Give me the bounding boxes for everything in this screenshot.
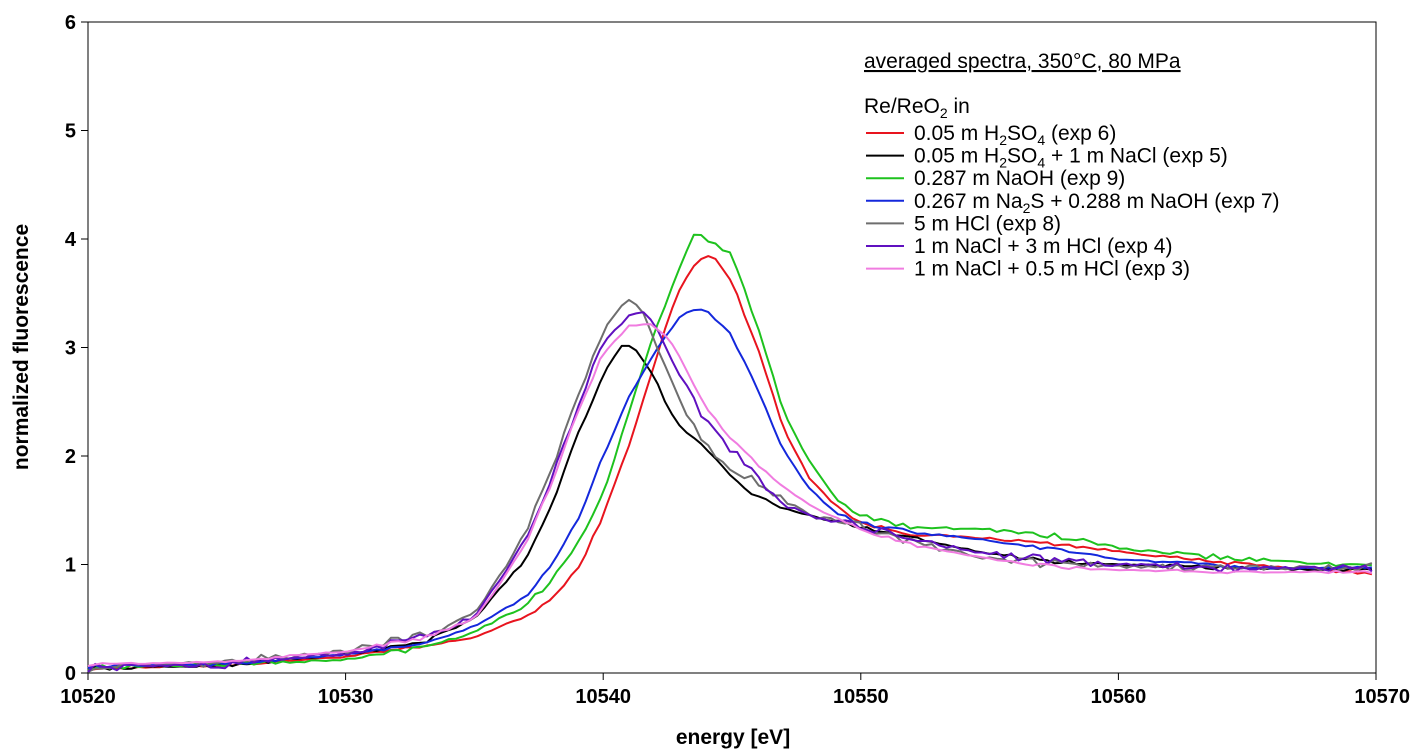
chart-annotation: averaged spectra, 350°C, 80 MPa [864, 50, 1181, 73]
legend-entry-label: 1 m NaCl + 3 m HCl (exp 4) [914, 235, 1172, 258]
y-tick-label: 5 [65, 121, 76, 143]
x-axis-title: energy [eV] [676, 726, 790, 749]
x-tick-label: 10570 [1354, 686, 1410, 708]
series-line [87, 323, 1373, 667]
legend-entry-label: 0.287 m NaOH (exp 9) [914, 167, 1125, 190]
axis-ticks: 10520 10530 10540 10550 10560 10570 0 1 2 3 4 5 6 [60, 12, 1410, 708]
y-tick-label: 6 [65, 12, 76, 34]
x-tick-label: 10540 [575, 686, 631, 708]
x-tick-label: 10560 [1091, 686, 1147, 708]
series-line [87, 311, 1373, 673]
x-tick-label: 10550 [833, 686, 889, 708]
series-lines [87, 233, 1373, 673]
legend: Re/ReO2 in0.05 m H2SO4 (exp 6)0.05 m H2S… [864, 95, 1280, 281]
y-tick-label: 3 [65, 338, 76, 360]
legend-entry-label: 0.05 m H2SO4 (exp 6) [914, 122, 1116, 148]
series-line [87, 308, 1372, 670]
y-tick-label: 4 [65, 229, 77, 251]
plot-frame [87, 21, 1377, 674]
series-line [87, 233, 1372, 672]
x-tick-label: 10530 [318, 686, 374, 708]
series-line [87, 344, 1373, 672]
y-tick-label: 2 [65, 446, 76, 468]
plot-area-border [87, 21, 1377, 674]
legend-entry-label: 5 m HCl (exp 8) [914, 212, 1061, 235]
y-axis-title: normalized fluorescence [10, 224, 33, 470]
legend-entry-label: 1 m NaCl + 0.5 m HCl (exp 3) [914, 258, 1190, 281]
series-line [87, 255, 1373, 672]
legend-entry-label: 0.267 m Na2S + 0.288 m NaOH (exp 7) [914, 190, 1280, 216]
legend-title: Re/ReO2 in [864, 95, 970, 121]
y-tick-label: 1 [65, 555, 76, 577]
series-line [87, 298, 1373, 673]
x-tick-label: 10520 [60, 686, 116, 708]
y-tick-label: 0 [65, 663, 76, 685]
legend-entry-label: 0.05 m H2SO4 + 1 m NaCl (exp 5) [914, 145, 1228, 171]
